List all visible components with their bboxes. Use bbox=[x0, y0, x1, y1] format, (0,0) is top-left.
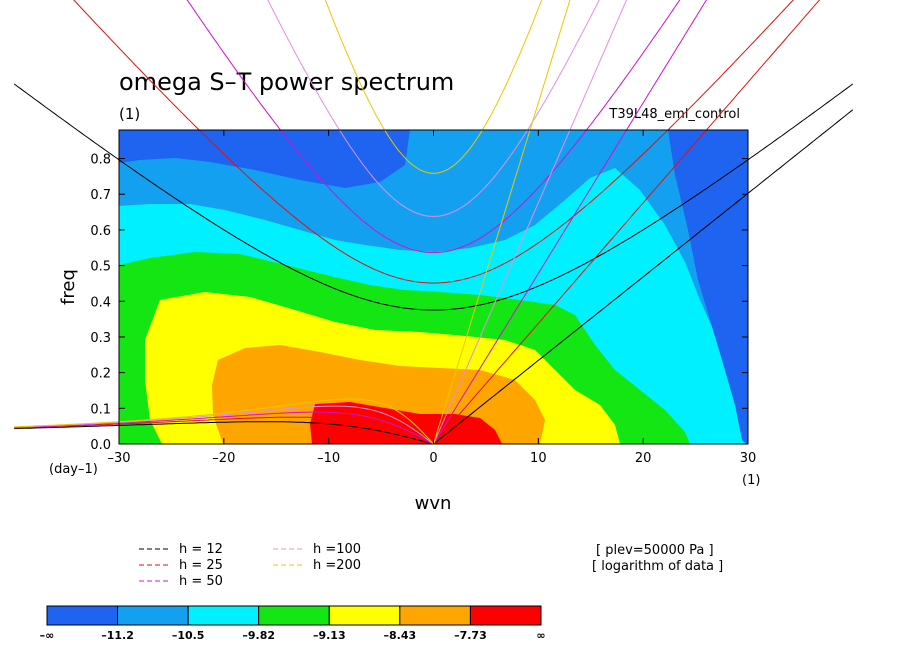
x-tick-label: –30 bbox=[107, 451, 130, 466]
dispersion-curve bbox=[73, 0, 794, 284]
y-axis-title: freq bbox=[58, 269, 79, 305]
colorbar-swatch bbox=[117, 605, 189, 626]
legend-label: h = 25 bbox=[179, 558, 223, 573]
dispersion-curve bbox=[433, 0, 627, 444]
y-axis: 0.0 0.1 0.2 0.3 0.4 0.5 0.6 0.7 0.8 bbox=[90, 153, 748, 453]
level-band bbox=[310, 402, 502, 444]
experiment-label: T39L48_eml_control bbox=[608, 107, 740, 122]
colorbar-swatch bbox=[258, 605, 330, 626]
x-tick-label: –10 bbox=[317, 451, 340, 466]
x-tick-label: –20 bbox=[212, 451, 235, 466]
dispersion-curve bbox=[433, 0, 571, 444]
colorbar-swatch bbox=[187, 605, 260, 626]
dispersion-curve bbox=[433, 0, 821, 444]
legend-label: h = 12 bbox=[179, 542, 223, 557]
x-axis-title: wvn bbox=[415, 493, 452, 514]
colorbar-swatch bbox=[399, 605, 471, 626]
title-units: (1) bbox=[119, 105, 140, 123]
y-tick-label: 0.7 bbox=[90, 188, 111, 203]
dispersion-curve bbox=[433, 109, 854, 444]
y-units-label: (day–1) bbox=[49, 462, 98, 477]
colorbar-label: –10.5 bbox=[172, 629, 205, 642]
dispersion-curve bbox=[433, 0, 707, 444]
colorbar-label: –9.82 bbox=[242, 629, 275, 642]
level-band bbox=[119, 130, 748, 444]
chart-title: omega S–T power spectrum bbox=[119, 68, 454, 96]
colorbar: –∞ –11.2 –10.5 –9.82 –9.13 –8.43 –7.73 ∞ bbox=[40, 605, 546, 642]
dispersion-curve bbox=[13, 83, 854, 311]
contour-field bbox=[119, 130, 748, 444]
x-tick-label: 0 bbox=[429, 451, 437, 466]
x-axis: –30 –20 –10 0 10 20 30 bbox=[107, 130, 756, 466]
dispersion-curves bbox=[13, 0, 854, 444]
colorbar-swatch bbox=[328, 605, 401, 626]
y-tick-label: 0.3 bbox=[90, 331, 111, 346]
x-tick-label: 30 bbox=[740, 451, 757, 466]
y-tick-label: 0.8 bbox=[90, 153, 111, 168]
plev-annotation: [ plev=50000 Pa ] bbox=[596, 543, 714, 558]
y-tick-label: 0.6 bbox=[90, 224, 111, 239]
y-tick-label: 0.0 bbox=[90, 438, 111, 453]
y-tick-label: 0.2 bbox=[90, 367, 111, 382]
colorbar-label: –9.13 bbox=[313, 629, 346, 642]
dispersion-curve bbox=[14, 416, 434, 444]
x-tick-label: 10 bbox=[530, 451, 547, 466]
y-tick-label: 0.1 bbox=[90, 402, 111, 417]
dispersion-curve bbox=[14, 411, 434, 444]
colorbar-swatch bbox=[469, 605, 542, 626]
x-units-label: (1) bbox=[742, 473, 760, 488]
dispersion-curve bbox=[14, 398, 434, 444]
colorbar-label: ∞ bbox=[536, 629, 545, 642]
colorbar-label: –7.73 bbox=[454, 629, 487, 642]
dispersion-curve bbox=[186, 0, 681, 254]
dispersion-curve bbox=[324, 0, 543, 174]
legend-label: h =100 bbox=[313, 542, 361, 557]
logarithm-annotation: [ logarithm of data ] bbox=[592, 559, 723, 574]
level-band bbox=[119, 130, 410, 188]
colorbar-label: –8.43 bbox=[384, 629, 417, 642]
dispersion-curve bbox=[14, 421, 434, 444]
legend-label: h =200 bbox=[313, 558, 361, 573]
colorbar-label: –11.2 bbox=[101, 629, 134, 642]
x-tick-label: 20 bbox=[635, 451, 652, 466]
colorbar-label: –∞ bbox=[40, 629, 55, 642]
level-band bbox=[668, 130, 748, 444]
legend-label: h = 50 bbox=[179, 574, 223, 589]
y-tick-label: 0.4 bbox=[90, 295, 111, 310]
dispersion-curve bbox=[267, 0, 600, 217]
y-tick-label: 0.5 bbox=[90, 260, 111, 275]
colorbar-swatch bbox=[46, 605, 119, 626]
